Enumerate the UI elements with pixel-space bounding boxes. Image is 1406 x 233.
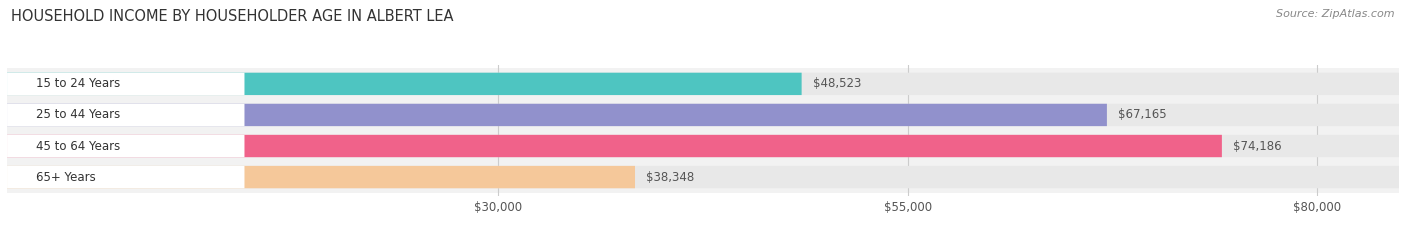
FancyBboxPatch shape (7, 73, 245, 95)
Text: $74,186: $74,186 (1233, 140, 1282, 153)
Text: HOUSEHOLD INCOME BY HOUSEHOLDER AGE IN ALBERT LEA: HOUSEHOLD INCOME BY HOUSEHOLDER AGE IN A… (11, 9, 454, 24)
FancyBboxPatch shape (7, 166, 245, 188)
FancyBboxPatch shape (7, 135, 1399, 157)
Text: 45 to 64 Years: 45 to 64 Years (35, 140, 120, 153)
FancyBboxPatch shape (7, 68, 1399, 99)
FancyBboxPatch shape (7, 73, 1399, 95)
Text: Source: ZipAtlas.com: Source: ZipAtlas.com (1277, 9, 1395, 19)
FancyBboxPatch shape (7, 135, 1222, 157)
Text: 65+ Years: 65+ Years (35, 171, 96, 184)
FancyBboxPatch shape (7, 135, 245, 157)
FancyBboxPatch shape (7, 104, 1399, 126)
FancyBboxPatch shape (7, 166, 636, 188)
FancyBboxPatch shape (7, 130, 1399, 161)
Text: $38,348: $38,348 (647, 171, 695, 184)
FancyBboxPatch shape (7, 166, 1399, 188)
FancyBboxPatch shape (7, 73, 801, 95)
Text: 25 to 44 Years: 25 to 44 Years (35, 108, 120, 121)
Text: $48,523: $48,523 (813, 77, 862, 90)
FancyBboxPatch shape (7, 99, 1399, 130)
FancyBboxPatch shape (7, 104, 245, 126)
FancyBboxPatch shape (7, 104, 1107, 126)
Text: 15 to 24 Years: 15 to 24 Years (35, 77, 120, 90)
FancyBboxPatch shape (7, 161, 1399, 193)
Text: $67,165: $67,165 (1118, 108, 1167, 121)
